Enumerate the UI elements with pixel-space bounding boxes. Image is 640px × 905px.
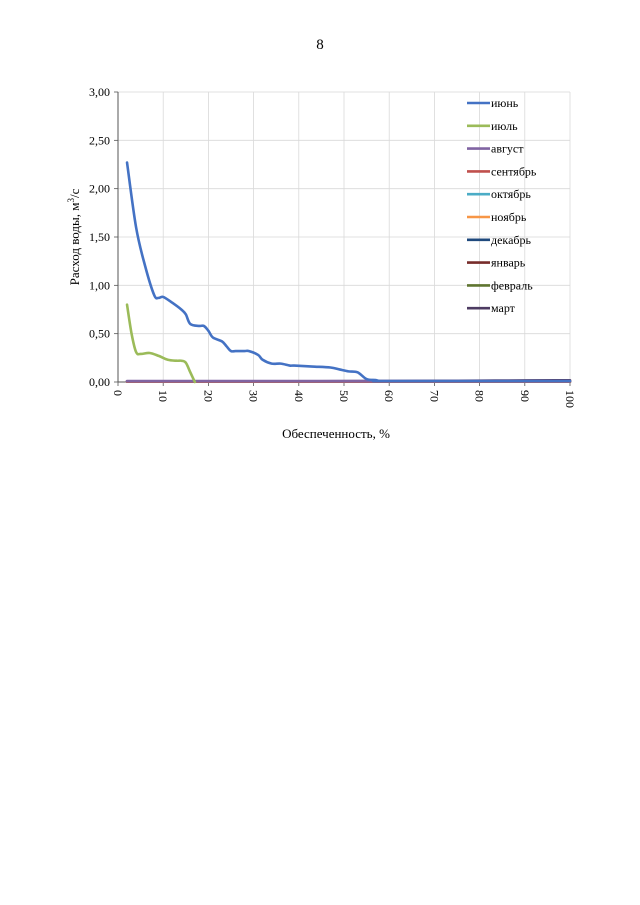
x-tick-label: 100: [563, 390, 577, 408]
legend-label: август: [491, 142, 524, 156]
x-tick-label: 60: [382, 390, 396, 402]
series-lines: [125, 161, 572, 384]
y-tick-label: 0,00: [89, 375, 110, 389]
legend-label: сентябрь: [491, 164, 537, 178]
y-tick-label: 1,00: [89, 278, 110, 292]
x-tick-label: 90: [518, 390, 532, 402]
series-line-1: [125, 161, 572, 383]
y-tick-label: 3,00: [89, 85, 110, 99]
x-tick-label: 70: [427, 390, 441, 402]
legend-label: июль: [491, 119, 518, 133]
x-tick-label: 40: [292, 390, 306, 402]
legend: июнь июль август сентябрь октябрь ноябрь декаб…: [467, 96, 537, 315]
y-tick-label: 2,00: [89, 182, 110, 196]
y-tick-label: 0,50: [89, 327, 110, 341]
legend-label: декабрь: [491, 233, 532, 247]
grid-lines: [118, 91, 571, 383]
series-line-2: [125, 303, 197, 384]
legend-label: октябрь: [491, 187, 531, 201]
x-tick-label: 50: [337, 390, 351, 402]
legend-label: февраль: [491, 278, 533, 292]
x-tick-label: 80: [473, 390, 487, 402]
y-tick-label: 2,50: [89, 133, 110, 147]
legend-label: июнь: [491, 96, 519, 110]
legend-label: март: [491, 301, 516, 315]
tick-labels: 0,00 0,50 1,00 1,50 2,00 2,50 3,00 0 10 20 30 40 50 6…: [89, 85, 577, 408]
legend-label: январь: [491, 256, 526, 270]
x-tick-label: 20: [201, 390, 215, 402]
x-tick-label: 10: [156, 390, 170, 402]
x-tick-label: 30: [247, 390, 261, 402]
legend-label: ноябрь: [491, 210, 527, 224]
y-axis-title: Расход воды, м3/с: [66, 188, 82, 285]
x-tick-label: 0: [111, 390, 125, 396]
x-axis-title: Обеспеченность, %: [282, 426, 390, 441]
y-tick-label: 1,50: [89, 230, 110, 244]
page-number: 8: [316, 37, 324, 53]
